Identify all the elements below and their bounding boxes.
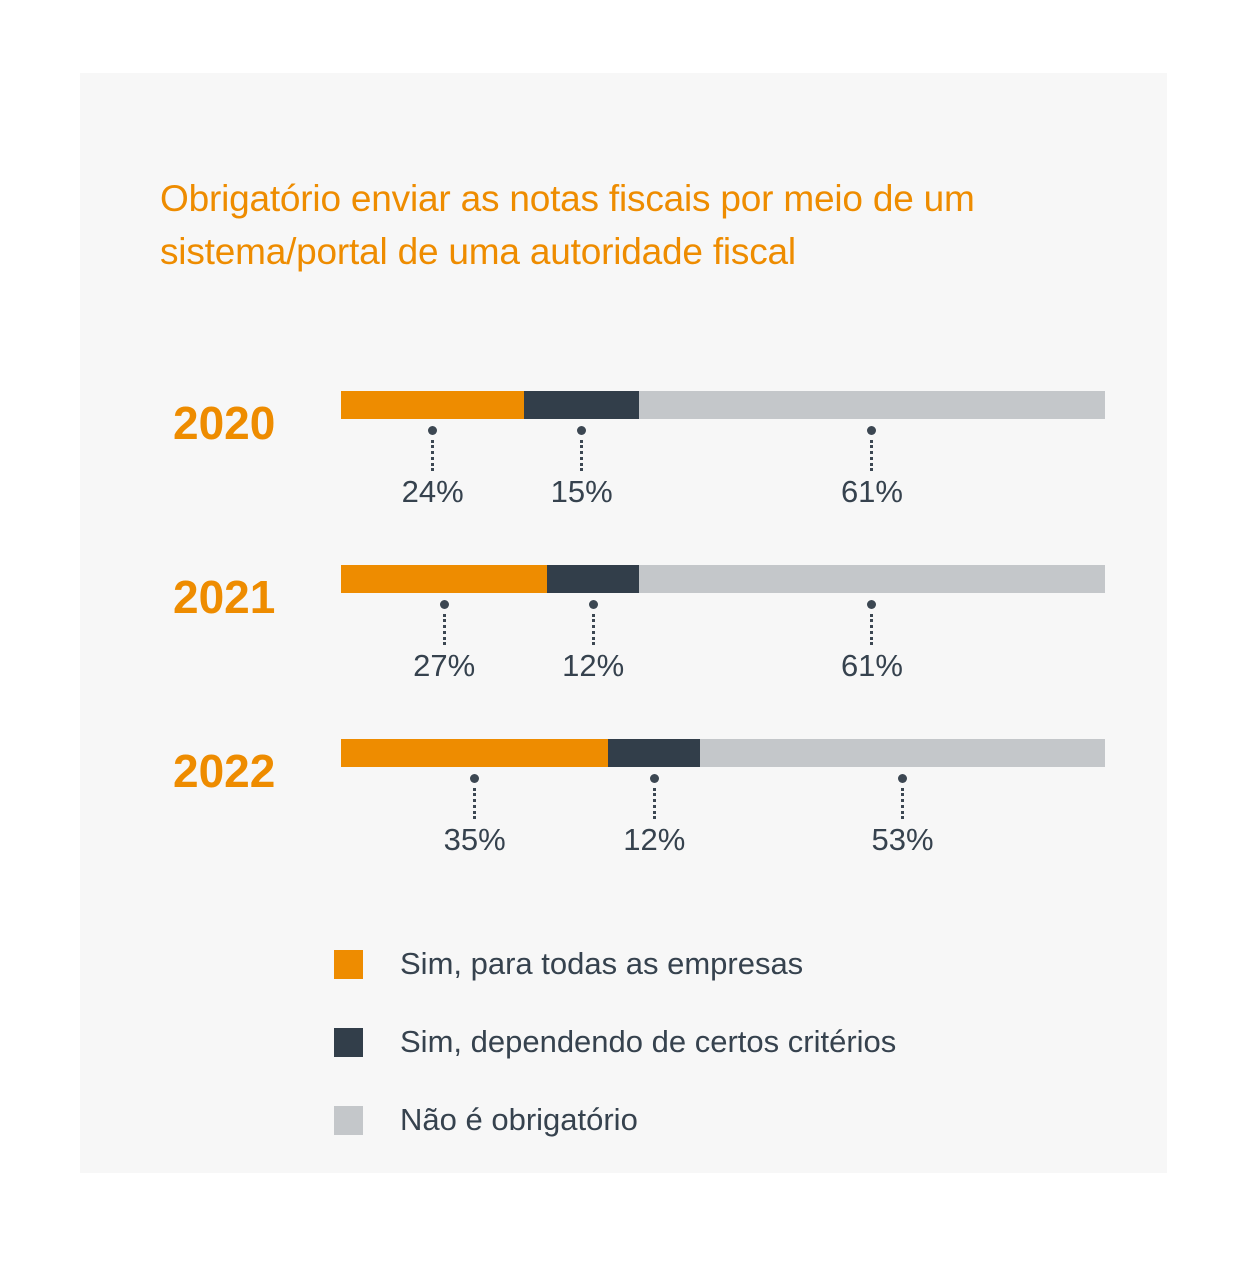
legend-swatch xyxy=(334,1027,363,1057)
chart-row: 2022 35% 12% 53% xyxy=(80,739,1167,913)
bar-track xyxy=(341,739,1105,767)
value-label: 35% xyxy=(443,822,506,857)
value-label: 12% xyxy=(562,648,625,683)
leader-dot-icon xyxy=(577,426,587,435)
legend-item: Sim, para todas as empresas xyxy=(334,947,896,981)
chart-title: Obrigatório enviar as notas fiscais por … xyxy=(160,172,1120,278)
chart-panel: Obrigatório enviar as notas fiscais por … xyxy=(80,73,1167,1173)
value-markers: 35% 12% 53% xyxy=(341,767,1105,907)
value-label: 61% xyxy=(840,474,903,509)
year-label: 2022 xyxy=(173,745,276,797)
value-label: 12% xyxy=(623,822,686,857)
bar-segment xyxy=(524,391,639,419)
bar-track xyxy=(341,565,1105,593)
leader-dot-icon xyxy=(649,774,659,783)
value-markers: 24% 15% 61% xyxy=(341,419,1105,559)
bar-track xyxy=(341,391,1105,419)
value-label: 27% xyxy=(413,648,476,683)
leader-line xyxy=(591,614,595,645)
chart-row: 2020 24% 15% 61% xyxy=(80,391,1167,565)
leader-line xyxy=(901,788,905,819)
value-label: 24% xyxy=(401,474,464,509)
value-markers: 27% 12% 61% xyxy=(341,593,1105,733)
leader-dot-icon xyxy=(470,774,480,783)
leader-dot-icon xyxy=(867,426,877,435)
bar-segment xyxy=(341,739,609,767)
bar-segment xyxy=(638,565,1105,593)
year-label: 2021 xyxy=(173,571,276,623)
chart-row: 2021 27% 12% 61% xyxy=(80,565,1167,739)
legend-label: Sim, dependendo de certos critérios xyxy=(400,1024,897,1059)
legend-swatch xyxy=(334,949,363,979)
chart-title-line-1: Obrigatório enviar as notas fiscais por … xyxy=(160,178,975,219)
legend-item: Não é obrigatório xyxy=(334,1103,896,1137)
bar-segment xyxy=(547,565,639,593)
leader-line xyxy=(870,440,874,471)
leader-line xyxy=(442,614,446,645)
leader-dot-icon xyxy=(898,774,908,783)
legend: Sim, para todas as empresas Sim, dependen… xyxy=(334,947,896,1181)
leader-line xyxy=(473,788,477,819)
year-label: 2020 xyxy=(173,397,276,449)
chart-rows: 2020 24% 15% 61% 2021 27% 12% 61% 2022 35% 12% 53% xyxy=(80,391,1167,913)
legend-swatch xyxy=(334,1105,363,1135)
value-label: 61% xyxy=(840,648,903,683)
value-label: 53% xyxy=(871,822,934,857)
bar-segment xyxy=(341,565,548,593)
legend-label: Sim, para todas as empresas xyxy=(400,946,804,981)
bar-segment xyxy=(700,739,1105,767)
leader-line xyxy=(870,614,874,645)
leader-line xyxy=(580,440,584,471)
bar-segment xyxy=(608,739,701,767)
leader-dot-icon xyxy=(439,600,449,609)
chart-title-line-2: sistema/portal de uma autoridade fiscal xyxy=(160,231,796,272)
value-label: 15% xyxy=(550,474,613,509)
leader-dot-icon xyxy=(588,600,598,609)
bar-segment xyxy=(341,391,525,419)
leader-dot-icon xyxy=(428,426,438,435)
leader-line xyxy=(652,788,656,819)
leader-dot-icon xyxy=(867,600,877,609)
bar-segment xyxy=(638,391,1105,419)
legend-item: Sim, dependendo de certos critérios xyxy=(334,1025,896,1059)
leader-line xyxy=(431,440,435,471)
legend-label: Não é obrigatório xyxy=(400,1102,638,1137)
